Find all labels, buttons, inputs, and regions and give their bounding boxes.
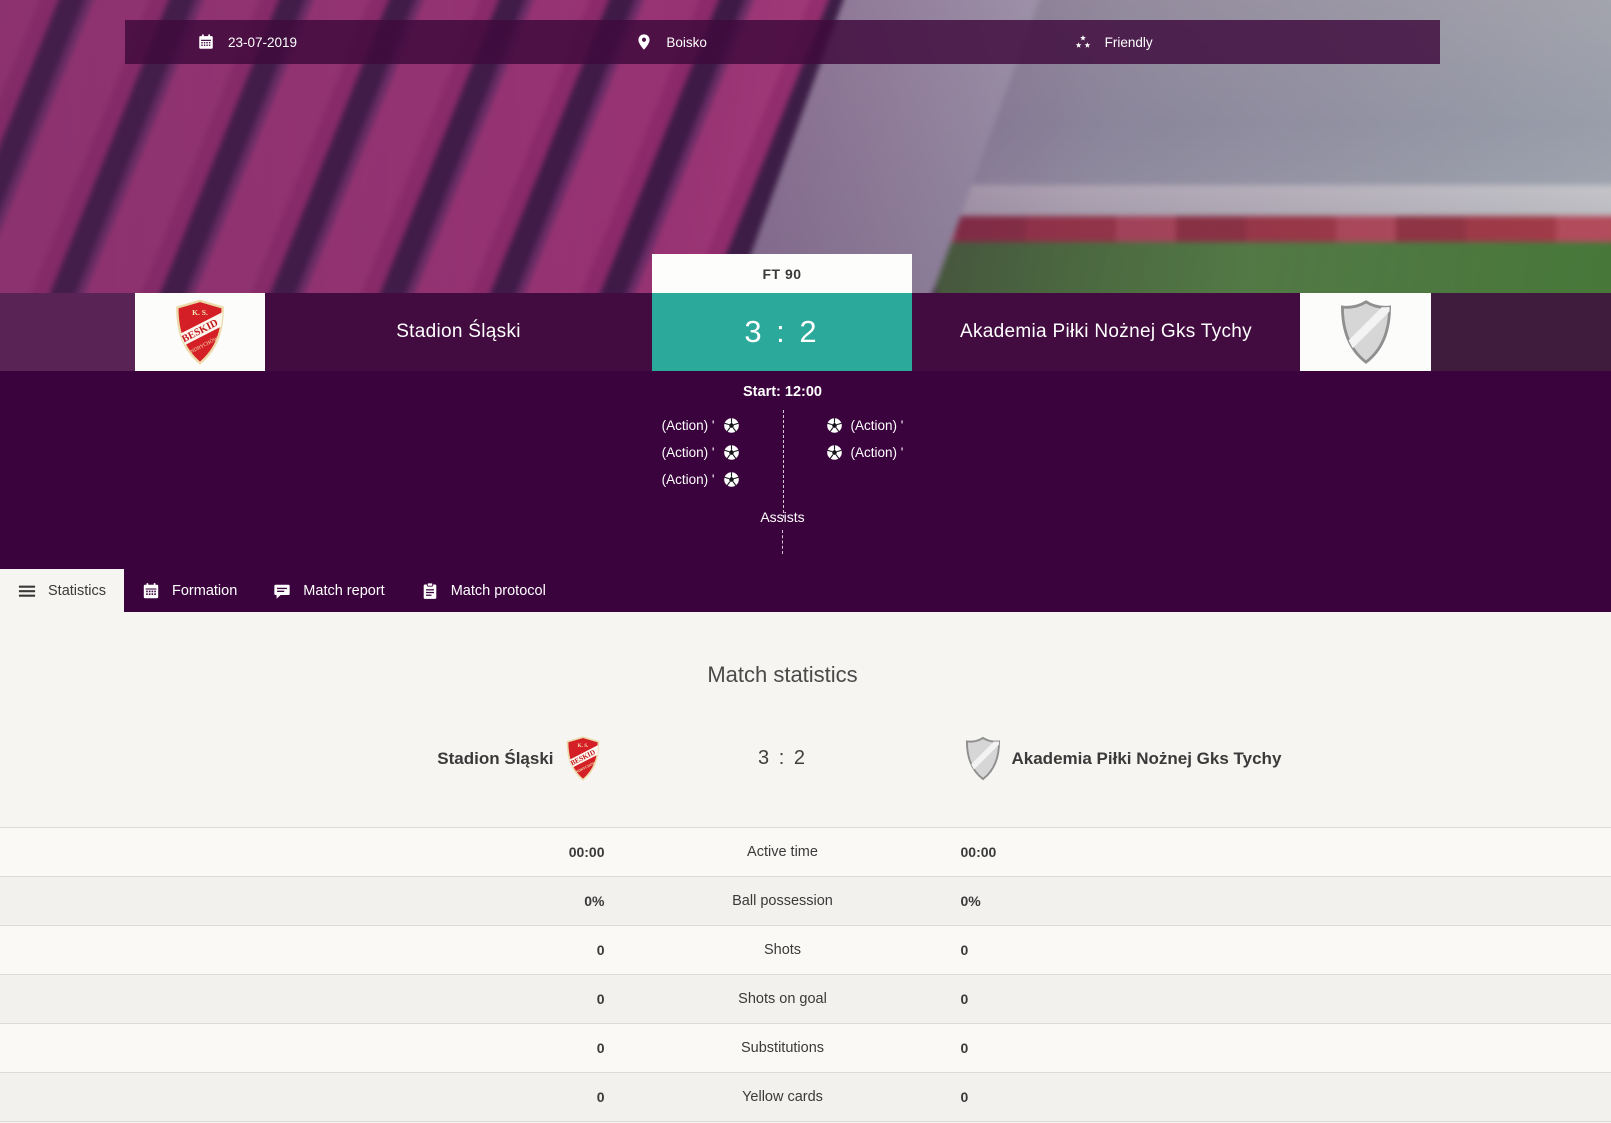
tab-statistics[interactable]: Statistics [0,569,125,612]
stat-value-away: 0 [960,991,969,1007]
tab-label: Statistics [48,582,107,599]
home-team-logo [171,299,229,365]
stat-value-home: 0 [596,1089,605,1105]
home-team-logo-small [563,736,603,781]
actions-divider [782,410,784,518]
stat-value-home: 0% [584,893,605,909]
soccer-ball-icon [723,417,739,434]
tab-label: Match report [303,582,385,599]
stat-value-away: 0 [960,1040,969,1056]
away-team-logo-box [1300,293,1431,371]
away-actions-column: (Action) ' (Action) ' [783,412,1566,493]
home-team-name: Stadion Śląski [396,321,521,342]
stats-header-row: Stadion Śląski 3 : 2 Akademia Piłki Nożn… [0,736,1611,781]
strip-edge-right [1431,293,1611,371]
stat-value-away: 00:00 [960,844,997,860]
match-venue-label: Boisko [666,34,707,50]
stats-home-team-name: Stadion Śląski [437,748,554,768]
statistics-panel: Match statistics Stadion Śląski 3 : 2 Ak… [0,612,1611,1123]
soccer-ball-icon [826,417,842,434]
stat-row: 0 Yellow cards 0 [0,1072,1611,1121]
home-actions-column: (Action) ' (Action) ' (Action) ' [0,412,783,493]
match-date-label: 23-07-2019 [228,34,298,50]
stat-value-away: 0 [960,1089,969,1105]
stats-score: 3 : 2 [758,747,807,769]
away-team-name: Akademia Piłki Nożnej Gks Tychy [960,321,1252,342]
match-action-away: (Action) ' [826,439,904,466]
away-team-logo-small [963,736,1003,781]
stats-away-team: Akademia Piłki Nożnej Gks Tychy [963,736,1566,781]
stats-away-team-name: Akademia Piłki Nożnej Gks Tychy [1011,748,1282,768]
tab-match-protocol[interactable]: Match protocol [403,569,564,612]
tab-label: Formation [172,582,238,599]
stat-row: 0 Substitutions 0 [0,1023,1611,1072]
match-date: 23-07-2019 [125,20,563,64]
calendar-grid-icon [143,582,159,598]
strip-edge-left [0,293,135,371]
stat-value-away: 0% [960,893,981,909]
tab-bar: Statistics Formation Match report [0,569,1611,612]
stat-value-home: 00:00 [568,844,605,860]
match-action-home: (Action) ' [662,466,740,493]
clipboard-icon [423,581,437,599]
match-action-away: (Action) ' [826,412,904,439]
match-type: Friendly [1002,20,1440,64]
calendar-icon [199,34,213,49]
stat-value-home: 0 [596,1040,605,1056]
stat-row: 00:00 Active time 00:00 [0,827,1611,876]
match-type-label: Friendly [1104,34,1153,50]
match-actions-section: Start: 12:00 (Action) ' (Action) ' (Action… [0,371,1611,569]
action-label: (Action) ' [661,445,715,460]
score-box: 3 : 2 [652,293,912,371]
tab-label: Match protocol [450,582,546,599]
stat-label: Active time [747,844,818,860]
match-action-home: (Action) ' [662,412,740,439]
soccer-ball-icon [826,444,842,461]
stat-row: 0% Ball possession 0% [0,876,1611,925]
stat-value-home: 0 [596,942,605,958]
match-status: FT 90 [652,254,912,293]
scoreboard-strip: Stadion Śląski 3 : 2 Akademia Piłki Nożn… [0,293,1611,371]
menu-icon [18,585,36,597]
stat-label: Substitutions [740,1040,825,1056]
action-label: (Action) ' [661,472,715,487]
match-venue: Boisko [563,20,1001,64]
action-label: (Action) ' [850,445,904,460]
stats-table: 00:00 Active time 00:00 0% Ball possession 0%… [0,827,1611,1122]
away-team-logo [1337,299,1395,365]
match-action-home: (Action) ' [662,439,740,466]
stat-row: 0 Shots on goal 0 [0,974,1611,1023]
action-label: (Action) ' [850,418,904,433]
friendly-stars-icon [1075,35,1090,48]
tab-match-report[interactable]: Match report [255,569,402,612]
home-team-logo-box [135,293,265,371]
assists-divider [782,530,783,554]
chat-icon [274,584,290,599]
stat-label: Shots on goal [738,991,827,1007]
soccer-ball-icon [723,444,739,461]
tab-formation[interactable]: Formation [124,569,255,612]
start-time-label: Start: 12:00 [743,384,822,400]
stat-label: Ball possession [732,893,833,909]
section-title: Match statistics [707,662,858,687]
stat-label: Yellow cards [742,1089,823,1105]
location-pin-icon [638,34,650,50]
stat-value-away: 0 [960,942,969,958]
stat-row: 0 Shots 0 [0,925,1611,974]
match-info-bar: 23-07-2019 Boisko Friendly [125,20,1440,64]
stats-home-team: Stadion Śląski [0,736,603,781]
action-label: (Action) ' [661,418,715,433]
stadium-photo-banner: 23-07-2019 Boisko Friendly FT 90 [0,0,1611,293]
stat-label: Shots [763,942,802,958]
soccer-ball-icon [723,471,739,488]
stat-value-home: 0 [596,991,605,1007]
